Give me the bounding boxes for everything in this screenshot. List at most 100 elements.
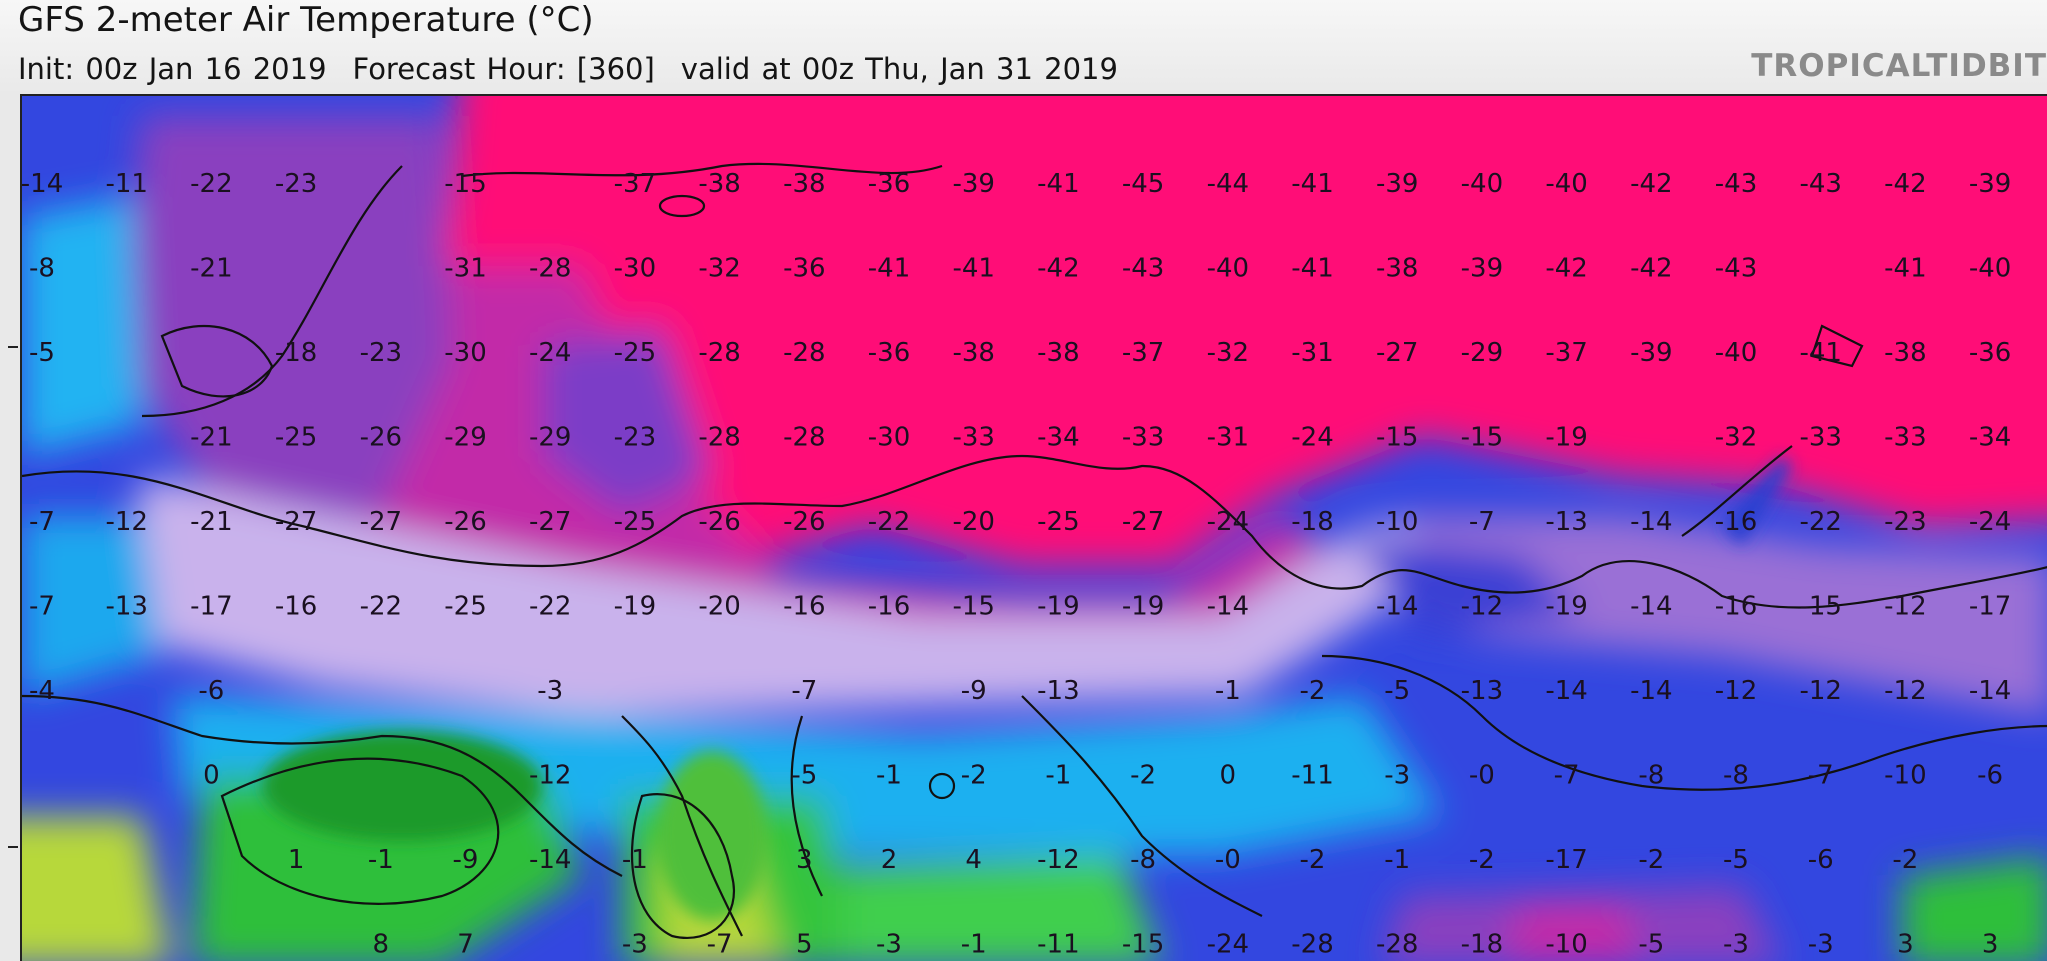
temperature-value: -8 xyxy=(1638,761,1664,791)
temperature-value: -24 xyxy=(1207,507,1249,537)
temperature-value: -20 xyxy=(952,507,994,537)
temperature-value: -43 xyxy=(1715,254,1757,284)
temperature-value: -2 xyxy=(1638,845,1664,875)
temperature-value: -41 xyxy=(1884,254,1926,284)
temperature-value: -21 xyxy=(190,423,232,453)
temperature-value: -2 xyxy=(1130,761,1156,791)
temperature-value: -33 xyxy=(1799,423,1841,453)
temperature-value: -27 xyxy=(275,507,317,537)
temperature-value: -12 xyxy=(1461,592,1503,622)
temperature-value: -43 xyxy=(1799,169,1841,199)
temperature-value: -33 xyxy=(952,423,994,453)
temperature-value: 4 xyxy=(965,845,982,875)
temperature-value: -2 xyxy=(1300,845,1326,875)
temperature-value: -27 xyxy=(360,507,402,537)
temperature-value: -30 xyxy=(868,423,910,453)
temperature-value: -25 xyxy=(614,507,656,537)
temperature-value: -5 xyxy=(1723,845,1749,875)
temperature-value: -17 xyxy=(1545,845,1587,875)
temperature-value: -28 xyxy=(783,338,825,368)
temperature-value: -41 xyxy=(1037,169,1079,199)
temperature-value: 5 xyxy=(796,930,813,960)
temperature-value: -2 xyxy=(1469,845,1495,875)
temperature-value: -19 xyxy=(1122,592,1164,622)
temperature-value: -18 xyxy=(275,338,317,368)
temperature-value: -7 xyxy=(1554,761,1580,791)
temperature-value: -22 xyxy=(529,592,571,622)
temperature-value: -5 xyxy=(29,338,55,368)
temperature-value: -6 xyxy=(198,676,224,706)
temperature-value: -7 xyxy=(1808,761,1834,791)
temperature-value: -39 xyxy=(1630,338,1672,368)
temperature-value: -25 xyxy=(1037,507,1079,537)
temperature-value: -12 xyxy=(1037,845,1079,875)
temperature-value: -15 xyxy=(1461,423,1503,453)
temperature-value: -39 xyxy=(1376,169,1418,199)
temperature-value: -38 xyxy=(1376,254,1418,284)
temperature-value: -44 xyxy=(1207,169,1249,199)
temperature-value: -15 xyxy=(1376,423,1418,453)
temperature-value: -27 xyxy=(1376,338,1418,368)
temperature-value: -39 xyxy=(1969,169,2011,199)
temperature-value: -22 xyxy=(190,169,232,199)
temperature-value: 3 xyxy=(1982,930,1999,960)
temperature-value: -10 xyxy=(1376,507,1418,537)
temperature-value: 0 xyxy=(1220,761,1237,791)
temperature-field xyxy=(22,96,2047,961)
temperature-value: -32 xyxy=(1207,338,1249,368)
temperature-value: -3 xyxy=(1723,930,1749,960)
temperature-value: -22 xyxy=(868,507,910,537)
temperature-value: -3 xyxy=(876,930,902,960)
temperature-value: -32 xyxy=(1715,423,1757,453)
temperature-value: -42 xyxy=(1545,254,1587,284)
temperature-value: -4 xyxy=(29,676,55,706)
temperature-value: -5 xyxy=(1638,930,1664,960)
temperature-value: -42 xyxy=(1884,169,1926,199)
temperature-value: -22 xyxy=(1799,507,1841,537)
temperature-value: -21 xyxy=(190,507,232,537)
temperature-value: -1 xyxy=(622,845,648,875)
temperature-value: -14 xyxy=(1630,507,1672,537)
temperature-value: -15 xyxy=(952,592,994,622)
temperature-value: -7 xyxy=(29,507,55,537)
temperature-value: -12 xyxy=(1715,676,1757,706)
temperature-value: -26 xyxy=(360,423,402,453)
temperature-value: -31 xyxy=(1207,423,1249,453)
temperature-value: -25 xyxy=(444,592,486,622)
temperature-value: -34 xyxy=(1037,423,1079,453)
temperature-value: -26 xyxy=(698,507,740,537)
temperature-value: -25 xyxy=(275,423,317,453)
temperature-value: -27 xyxy=(1122,507,1164,537)
temperature-value: -16 xyxy=(783,592,825,622)
temperature-value: -14 xyxy=(1545,676,1587,706)
temperature-value: -41 xyxy=(1291,254,1333,284)
temperature-value: -37 xyxy=(1545,338,1587,368)
temperature-value: -2 xyxy=(1892,845,1918,875)
brand-watermark: TROPICALTIDBIT xyxy=(1751,48,2047,84)
temperature-value: -0 xyxy=(1469,761,1495,791)
map-subtitle: Init: 00z Jan 16 2019 Forecast Hour: [360… xyxy=(18,52,1144,86)
temperature-value: -38 xyxy=(1884,338,1926,368)
temperature-value: -18 xyxy=(1291,507,1333,537)
temperature-value: -41 xyxy=(952,254,994,284)
left-axis-tick xyxy=(8,846,18,848)
temperature-value: -16 xyxy=(1715,592,1757,622)
init-time: Init: 00z Jan 16 2019 xyxy=(18,52,327,86)
temperature-value: -13 xyxy=(1037,676,1079,706)
temperature-value: -21 xyxy=(190,254,232,284)
temperature-value: -36 xyxy=(783,254,825,284)
temperature-value: 0 xyxy=(203,761,220,791)
temperature-value: -11 xyxy=(1291,761,1333,791)
temperature-value: -5 xyxy=(791,761,817,791)
temperature-value: -16 xyxy=(1715,507,1757,537)
temperature-value: -12 xyxy=(529,761,571,791)
temperature-value: -33 xyxy=(1884,423,1926,453)
temperature-value: -6 xyxy=(1977,761,2003,791)
left-axis-tick xyxy=(8,346,18,348)
temperature-value: -30 xyxy=(614,254,656,284)
temperature-value: -12 xyxy=(1884,676,1926,706)
temperature-value: -37 xyxy=(1122,338,1164,368)
temperature-value: -16 xyxy=(275,592,317,622)
temperature-value: -28 xyxy=(529,254,571,284)
temperature-value: -19 xyxy=(1545,592,1587,622)
